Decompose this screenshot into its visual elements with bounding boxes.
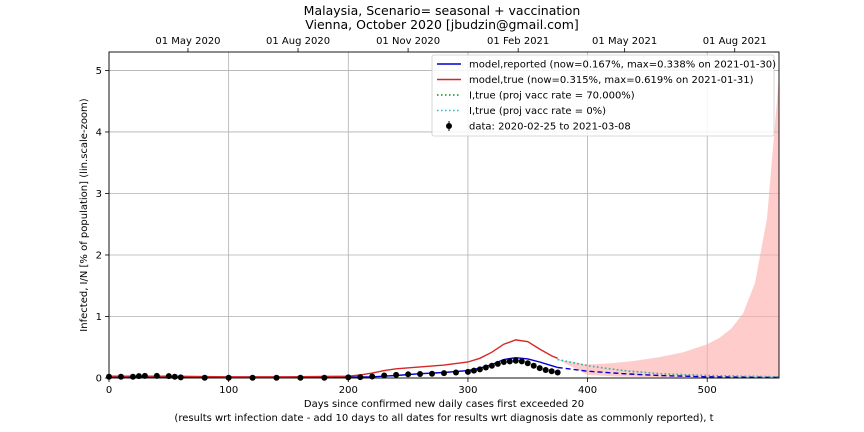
data-point [405,371,412,378]
y-tick-label: 4 [96,127,102,138]
data-points [106,357,561,381]
data-point [141,372,148,379]
top-tick-label: 01 Aug 2021 [703,36,767,47]
data-point [530,362,537,369]
legend: model,reported (now=0.167%, max=0.338% o… [431,54,776,137]
data-point [129,373,136,380]
data-point [369,373,376,380]
data-point [153,372,160,379]
x-tick-label: 100 [219,385,238,396]
x-axis-ticks: 0 100 200 300 400 500 [106,378,717,396]
legend-entry: I,true (proj vacc rate = 70.000%) [469,91,635,102]
band-area [557,76,779,378]
top-tick-label: 01 Feb 2021 [487,36,549,47]
data-point [512,357,519,364]
top-tick-label: 01 May 2020 [155,36,220,47]
x-tick-label: 200 [339,385,358,396]
data-point [524,360,531,367]
legend-entry: I,true (proj vacc rate = 0%) [469,106,606,117]
legend-entry: model,reported (now=0.167%, max=0.338% o… [469,60,776,71]
data-point [417,371,424,378]
data-point [470,367,477,374]
data-point [476,366,483,373]
data-point [345,374,352,381]
data-point [429,370,436,377]
legend-entry: data: 2020-02-25 to 2021-03-08 [469,122,631,133]
x-tick-label: 500 [698,385,717,396]
y-tick-label: 3 [96,189,102,200]
series-line [109,339,558,378]
top-tick-label: 01 Nov 2020 [376,36,440,47]
data-point [464,368,471,375]
data-point [381,372,388,379]
data-point [177,374,184,381]
x-tick-label: 0 [106,385,112,396]
data-point [117,373,124,380]
y-axis-ticks: 0 1 2 3 4 5 [96,66,109,385]
x-tick-label: 400 [578,385,597,396]
top-date-axis-ticks: 01 May 2020 01 Aug 2020 01 Nov 2020 01 Feb … [155,36,767,52]
data-point [506,358,513,365]
data-point [518,358,525,365]
x-axis-label-secondary: (results wrt infection date - add 10 day… [174,413,713,424]
series-line [557,366,780,379]
plot-frame [108,51,780,379]
legend-box [431,54,775,137]
data-point [500,359,507,366]
y-tick-label: 0 [96,374,102,385]
data-point [494,360,501,367]
projection-band [557,76,779,378]
chart-subtitle: Vienna, October 2020 [jbudzin@gmail.com] [305,17,579,32]
y-tick-label: 5 [96,66,102,77]
y-tick-label: 1 [96,312,102,323]
top-tick-label: 01 May 2021 [592,36,657,47]
data-point [357,374,364,381]
data-point [554,369,561,376]
data-point [441,370,447,377]
x-tick-label: 300 [458,385,477,396]
x-axis-label: Days since confirmed new daily cases fir… [304,399,584,410]
data-point [393,371,400,378]
y-tick-label: 2 [96,250,102,261]
y-axis-label: Infected, I/N [% of population] (lin.sca… [79,98,90,331]
data-point [482,364,489,371]
data-point [488,362,495,369]
legend-entry: model,true (now=0.315%, max=0.619% on 20… [469,75,754,86]
data-point [171,373,178,380]
data-point [536,365,543,372]
data-point [548,368,555,375]
data-point [542,367,549,374]
data-point [452,369,459,376]
chart-title: Malaysia, Scenario= seasonal + vaccinati… [304,3,581,18]
top-tick-label: 01 Aug 2020 [266,36,330,47]
legend-marker [446,123,452,129]
